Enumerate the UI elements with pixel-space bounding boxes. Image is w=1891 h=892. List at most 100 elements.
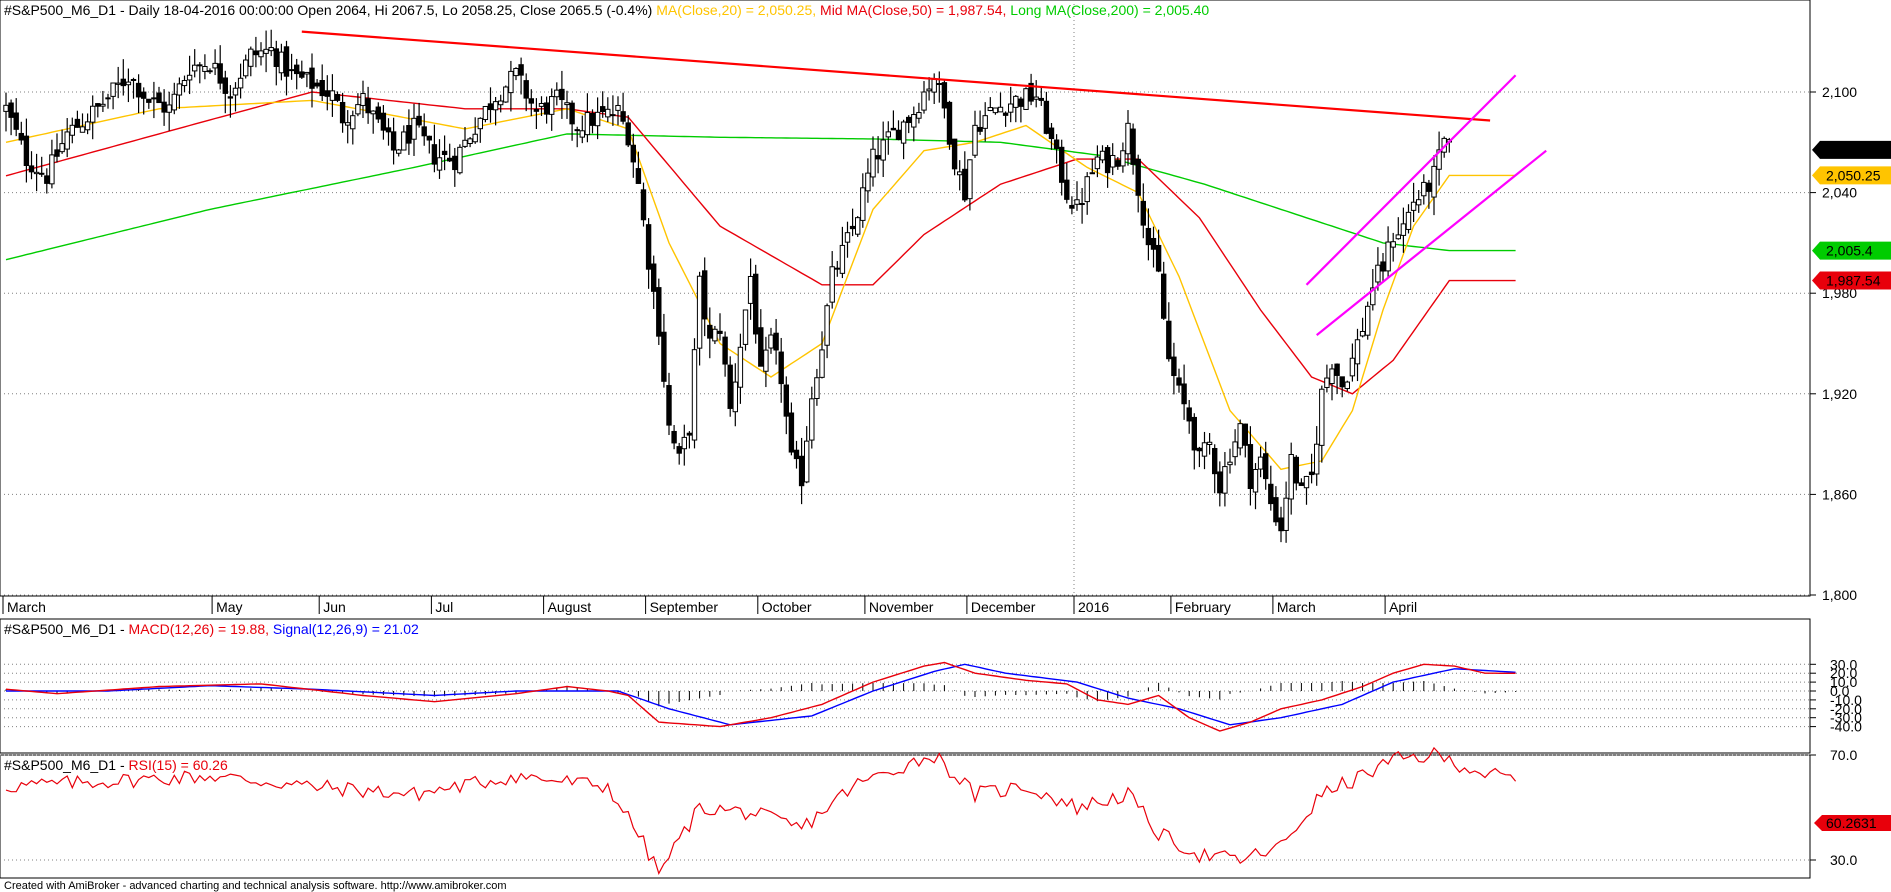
candle <box>804 426 810 484</box>
candle <box>1359 317 1366 338</box>
candle-body-up <box>885 131 891 138</box>
candle-body-up <box>258 50 264 58</box>
month-label: 2016 <box>1078 599 1109 615</box>
candle-body-up <box>931 78 937 93</box>
candle-body-up <box>737 346 744 388</box>
candle <box>625 115 631 148</box>
candle <box>385 118 392 146</box>
candle <box>59 129 65 154</box>
candle <box>686 431 693 449</box>
candle <box>44 168 50 194</box>
candle-body-down <box>1426 182 1432 192</box>
candle-body-down <box>1181 383 1187 405</box>
rsi-header: #S&P500_M6_D1 - RSI(15) = 60.26 <box>4 757 228 773</box>
candle-body-down <box>390 131 397 151</box>
candle-body-up <box>1400 223 1407 236</box>
candle-body-down <box>1002 112 1009 116</box>
candle-body-up <box>1089 172 1095 175</box>
candle-body-up <box>747 275 754 304</box>
candle-body-down <box>253 50 259 56</box>
candle <box>589 109 596 134</box>
candle-body-up <box>477 117 484 130</box>
candle-body-up <box>1349 357 1356 377</box>
candle <box>1013 94 1019 123</box>
candle <box>171 82 178 115</box>
candle-body-up <box>615 104 621 111</box>
candle <box>390 117 397 165</box>
candle <box>350 110 356 145</box>
macd-tick-label: -10.0 <box>1830 692 1862 708</box>
candle <box>487 87 494 123</box>
candle-body-down <box>13 112 19 130</box>
candle-body-up <box>549 96 555 115</box>
candle-body-down <box>788 412 795 453</box>
month-label: August <box>548 599 592 615</box>
candle <box>788 402 795 456</box>
macd-lines[interactable] <box>5 661 1516 732</box>
candle-body-up <box>921 91 927 111</box>
candle-body-down <box>1161 273 1167 319</box>
candle <box>1263 441 1269 490</box>
close-badge: 2,065.5 <box>1812 140 1891 159</box>
candle-body-down <box>686 432 693 436</box>
candle-body-down <box>1263 453 1269 480</box>
candle-body-down <box>1145 227 1152 246</box>
candle-body-up <box>712 328 718 342</box>
candle-body-down <box>783 384 789 417</box>
candle <box>105 93 111 109</box>
candle <box>865 158 871 203</box>
candle-body-down <box>951 138 958 170</box>
candle <box>895 120 902 141</box>
candle <box>227 85 234 118</box>
candle-body-up <box>855 217 861 235</box>
candle-body-up <box>1431 165 1437 198</box>
candle <box>707 307 713 359</box>
candle <box>584 93 591 143</box>
candle-body-down <box>385 127 392 133</box>
candle <box>401 125 407 151</box>
candle-body-up <box>100 103 106 107</box>
footer-credit: Created with AmiBroker - advanced charti… <box>4 880 507 892</box>
candle-body-down <box>288 69 295 72</box>
candle-body-down <box>1273 497 1279 523</box>
candle <box>972 110 978 158</box>
candle-body-up <box>957 171 963 176</box>
price-candles[interactable] <box>3 29 1452 543</box>
candle <box>732 363 738 427</box>
candle <box>1303 475 1310 505</box>
month-label: October <box>762 599 812 615</box>
candle-body-down <box>895 129 902 140</box>
candle-body-down <box>1268 483 1274 505</box>
candle-body-down <box>431 144 438 165</box>
candle <box>523 73 529 112</box>
candle-body-down <box>798 455 805 487</box>
candle-body-up <box>691 349 698 441</box>
candle <box>936 71 942 103</box>
candle-body-up <box>839 244 846 274</box>
candle <box>304 71 310 88</box>
candle <box>345 110 351 144</box>
macd-y-axis: 30.020.010.00.0-10.0-20.0-30.0-40.0 <box>1810 656 1862 735</box>
candle <box>156 86 162 104</box>
candle-body-down <box>533 108 540 112</box>
candle <box>1329 364 1335 401</box>
candle-body-up <box>202 66 208 72</box>
candle <box>1298 478 1305 486</box>
candle-body-down <box>309 67 315 89</box>
candle <box>543 96 550 124</box>
candle-body-down <box>324 90 331 97</box>
candle <box>125 68 132 103</box>
candle-body-up <box>248 48 254 67</box>
candle-body-up <box>804 440 810 483</box>
candle-body-up <box>360 93 366 106</box>
candle-body-down <box>773 332 779 351</box>
candle <box>661 313 667 388</box>
macd-tick-label: -30.0 <box>1830 710 1862 726</box>
candle <box>676 442 682 465</box>
candle <box>1002 111 1009 127</box>
candle-body-up <box>1237 423 1243 449</box>
rsi-line[interactable] <box>5 746 1517 875</box>
ma20-line <box>5 99 1516 471</box>
rsi-header-symbol: #S&P500_M6_D1 - <box>4 757 129 773</box>
candle <box>334 91 341 103</box>
